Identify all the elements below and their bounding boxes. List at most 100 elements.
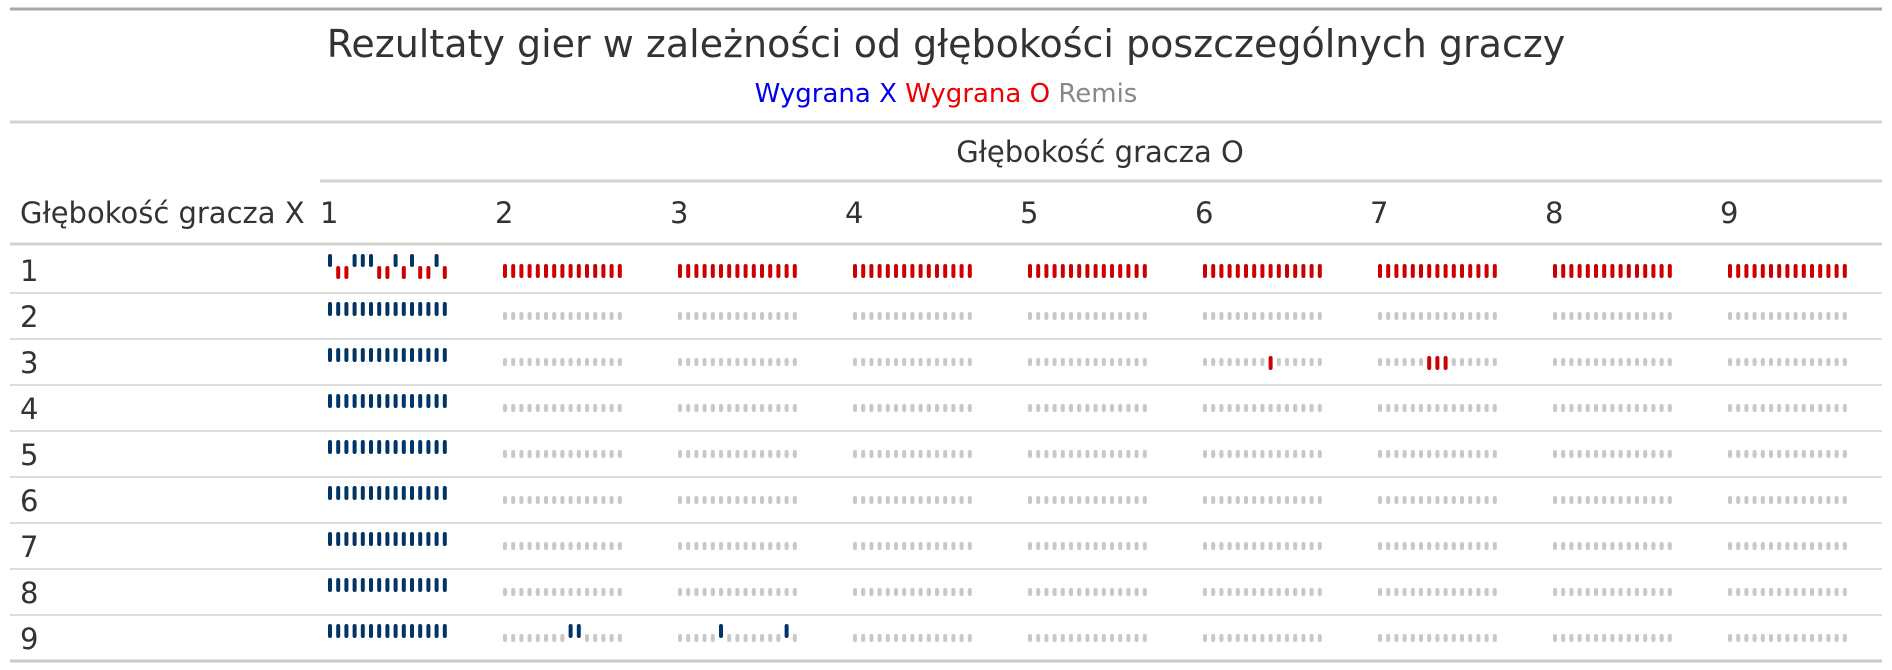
game-result-mark: [593, 264, 598, 278]
game-result-mark: [743, 450, 748, 458]
game-result-mark: [1468, 634, 1473, 642]
game-result-mark: [1268, 634, 1273, 642]
game-result-mark: [352, 532, 357, 546]
game-result-mark: [1085, 542, 1090, 550]
sparkline-cell-x5-o2: [503, 450, 622, 458]
game-result-mark: [1317, 634, 1322, 642]
game-result-mark: [1378, 496, 1382, 504]
game-result-mark: [885, 588, 890, 596]
game-result-mark: [1093, 358, 1098, 366]
game-result-mark: [1211, 588, 1216, 596]
game-result-mark: [1126, 358, 1131, 366]
game-result-mark: [1610, 496, 1615, 504]
game-result-mark: [1585, 542, 1590, 550]
game-result-mark: [760, 264, 764, 278]
game-result-mark: [527, 496, 532, 504]
game-result-mark: [853, 264, 857, 278]
game-result-mark: [853, 358, 857, 366]
game-result-mark: [1468, 588, 1473, 596]
game-result-mark: [593, 358, 598, 366]
game-result-mark: [1077, 404, 1082, 412]
sparkline-cell-x5-o8: [1553, 450, 1672, 458]
game-result-mark: [1203, 634, 1207, 642]
game-result-mark: [710, 264, 715, 278]
game-result-mark: [1419, 542, 1423, 550]
game-result-mark: [1052, 264, 1057, 278]
game-result-mark: [1394, 450, 1399, 458]
game-result-mark: [1211, 496, 1216, 504]
game-result-mark: [1451, 312, 1456, 320]
game-result-mark: [1317, 496, 1322, 504]
sparkline-cell-x2-o4: [853, 312, 972, 320]
game-result-mark: [735, 542, 740, 550]
game-result-mark: [369, 254, 373, 267]
game-result-mark: [1044, 634, 1049, 642]
game-result-mark: [393, 394, 398, 408]
game-result-mark: [1826, 264, 1831, 278]
table-row: 5: [10, 438, 1882, 478]
game-result-mark: [1060, 588, 1065, 596]
game-result-mark: [1285, 312, 1289, 320]
game-result-mark: [585, 496, 589, 504]
sparkline-cell-x2-o2: [503, 312, 622, 320]
game-result-mark: [377, 266, 382, 279]
game-result-mark: [1476, 634, 1481, 642]
game-result-mark: [434, 394, 439, 408]
game-result-mark: [344, 578, 349, 592]
game-result-mark: [776, 312, 781, 320]
game-result-mark: [1744, 312, 1749, 320]
game-result-mark: [776, 496, 781, 504]
game-result-mark: [1235, 312, 1240, 320]
game-result-mark: [768, 358, 773, 366]
game-result-mark: [861, 588, 866, 596]
game-result-mark: [710, 588, 715, 596]
game-result-mark: [735, 358, 740, 366]
game-result-mark: [760, 404, 764, 412]
game-result-mark: [1435, 496, 1440, 504]
game-result-mark: [552, 450, 557, 458]
game-result-mark: [418, 266, 423, 279]
game-result-mark: [1219, 588, 1224, 596]
game-result-mark: [1378, 450, 1382, 458]
game-result-mark: [1460, 264, 1464, 278]
game-result-mark: [377, 486, 382, 500]
sparkline-cell-x9-o5: [1028, 634, 1147, 642]
game-result-mark: [1110, 450, 1114, 458]
game-result-mark: [442, 394, 447, 408]
game-result-mark: [1069, 450, 1073, 458]
game-result-mark: [1252, 634, 1257, 642]
sparkline-cell-x2-o5: [1028, 312, 1147, 320]
game-result-mark: [926, 542, 931, 550]
game-result-mark: [1760, 358, 1765, 366]
game-result-mark: [1492, 450, 1497, 458]
sparkline-cell-x4-o9: [1728, 404, 1847, 412]
game-result-mark: [1728, 264, 1732, 278]
game-result-mark: [702, 542, 707, 550]
game-result-mark: [1460, 634, 1464, 642]
game-result-mark: [760, 358, 764, 366]
game-result-mark: [410, 394, 414, 408]
game-result-mark: [585, 404, 589, 412]
game-result-mark: [1801, 634, 1806, 642]
game-result-mark: [702, 588, 707, 596]
sparkline-cell-x6-o9: [1728, 496, 1847, 504]
game-result-mark: [1793, 312, 1798, 320]
game-result-mark: [369, 578, 373, 592]
game-result-mark: [1386, 542, 1391, 550]
game-result-mark: [1211, 542, 1216, 550]
game-result-mark: [910, 450, 915, 458]
game-result-mark: [385, 266, 390, 279]
game-result-mark: [336, 394, 341, 408]
game-result-mark: [527, 404, 532, 412]
game-result-mark: [1402, 358, 1407, 366]
game-result-mark: [503, 634, 507, 642]
game-result-mark: [1126, 634, 1131, 642]
column-spanner-label: Głębokość gracza O: [956, 135, 1244, 169]
game-result-mark: [792, 450, 797, 458]
game-result-mark: [877, 496, 882, 504]
game-result-mark: [1728, 542, 1732, 550]
game-result-mark: [1036, 264, 1041, 278]
game-result-mark: [1427, 634, 1432, 642]
sparkline-cell-x9-o8: [1553, 634, 1672, 642]
game-result-mark: [1810, 264, 1814, 278]
